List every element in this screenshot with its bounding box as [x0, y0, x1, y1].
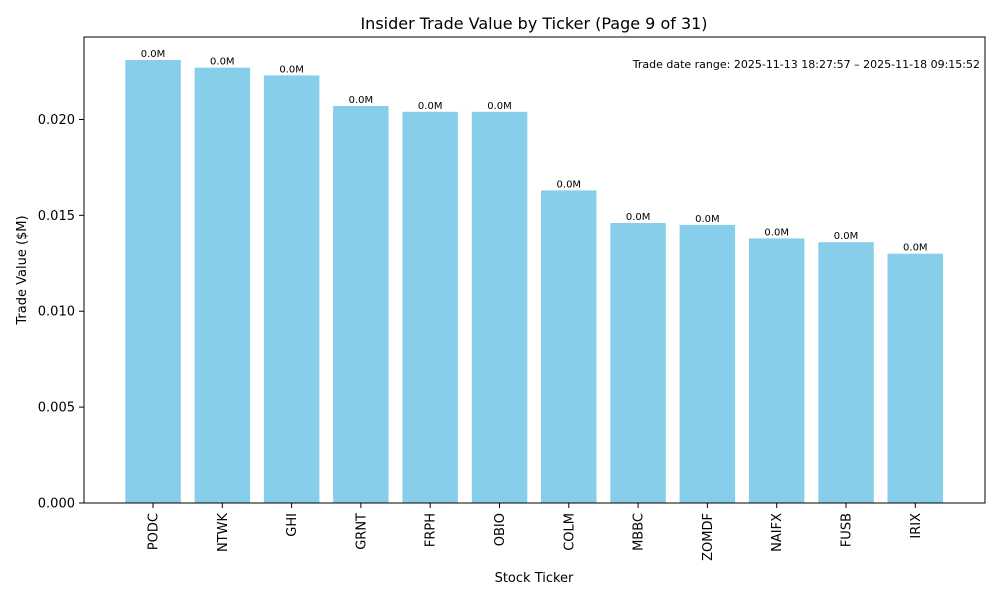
bar-colm	[541, 190, 597, 503]
bar-frph	[402, 111, 458, 504]
y-axis: 0.000 0.005 0.010 0.015 0.020	[38, 113, 84, 512]
data-label: 0.0M	[557, 179, 582, 190]
x-tick-label: NAIFX	[770, 513, 785, 552]
value-labels-group: 0.0M 0.0M 0.0M 0.0M 0.0M 0.0M 0.0M 0.0M 0.0M 0.0M…	[141, 49, 928, 254]
bar-mbbc	[610, 223, 666, 503]
x-tick-label: NTWK	[216, 513, 231, 553]
bar-fusb	[818, 242, 874, 503]
x-tick-label: MBBC	[632, 513, 647, 551]
x-tick-label: PODC	[147, 513, 162, 550]
bar-podc	[125, 60, 181, 503]
y-tick-label: 0.020	[38, 113, 75, 128]
data-label: 0.0M	[903, 243, 928, 254]
bar-ghi	[263, 75, 320, 504]
data-label: 0.0M	[487, 101, 512, 112]
data-label: 0.0M	[279, 64, 304, 75]
y-tick-label: 0.000	[38, 497, 75, 512]
x-tick-label: FRPH	[424, 513, 439, 547]
x-axis-label: Stock Ticker	[495, 571, 574, 586]
chart-title: Insider Trade Value by Ticker (Page 9 of…	[360, 14, 707, 33]
data-label: 0.0M	[141, 49, 166, 60]
bar-grnt	[333, 106, 389, 503]
x-axis: PODC NTWK GHI GRNT FRPH OBIO COLM MBBC ZOMDF NAIF…	[147, 503, 924, 561]
annotation-text: Trade date range: 2025-11-13 18:27:57 – …	[632, 58, 980, 71]
data-label: 0.0M	[695, 214, 720, 225]
y-axis-label: Trade Value ($M)	[15, 215, 30, 325]
x-tick-label: COLM	[562, 513, 577, 551]
data-label: 0.0M	[764, 227, 789, 238]
plot-frame	[83, 36, 986, 504]
x-tick-label: GRNT	[354, 513, 369, 550]
y-tick-label: 0.005	[38, 401, 75, 416]
x-tick-label: OBIO	[493, 513, 508, 546]
bar-zomdf	[679, 224, 736, 503]
y-tick-label: 0.010	[38, 305, 75, 320]
data-label: 0.0M	[418, 101, 443, 112]
data-label: 0.0M	[349, 95, 374, 106]
x-tick-label: FUSB	[840, 513, 855, 547]
data-label: 0.0M	[210, 57, 235, 68]
data-label: 0.0M	[626, 212, 651, 223]
x-tick-label: IRIX	[909, 513, 924, 539]
bar-ntwk	[194, 67, 251, 503]
bar-naifx	[748, 238, 805, 503]
bars-group	[125, 60, 943, 504]
x-tick-label: GHI	[285, 513, 300, 537]
bar-irix	[887, 253, 943, 503]
bar-obio	[471, 111, 528, 504]
y-tick-label: 0.015	[38, 209, 75, 224]
data-label: 0.0M	[834, 231, 859, 242]
x-tick-label: ZOMDF	[701, 513, 716, 561]
